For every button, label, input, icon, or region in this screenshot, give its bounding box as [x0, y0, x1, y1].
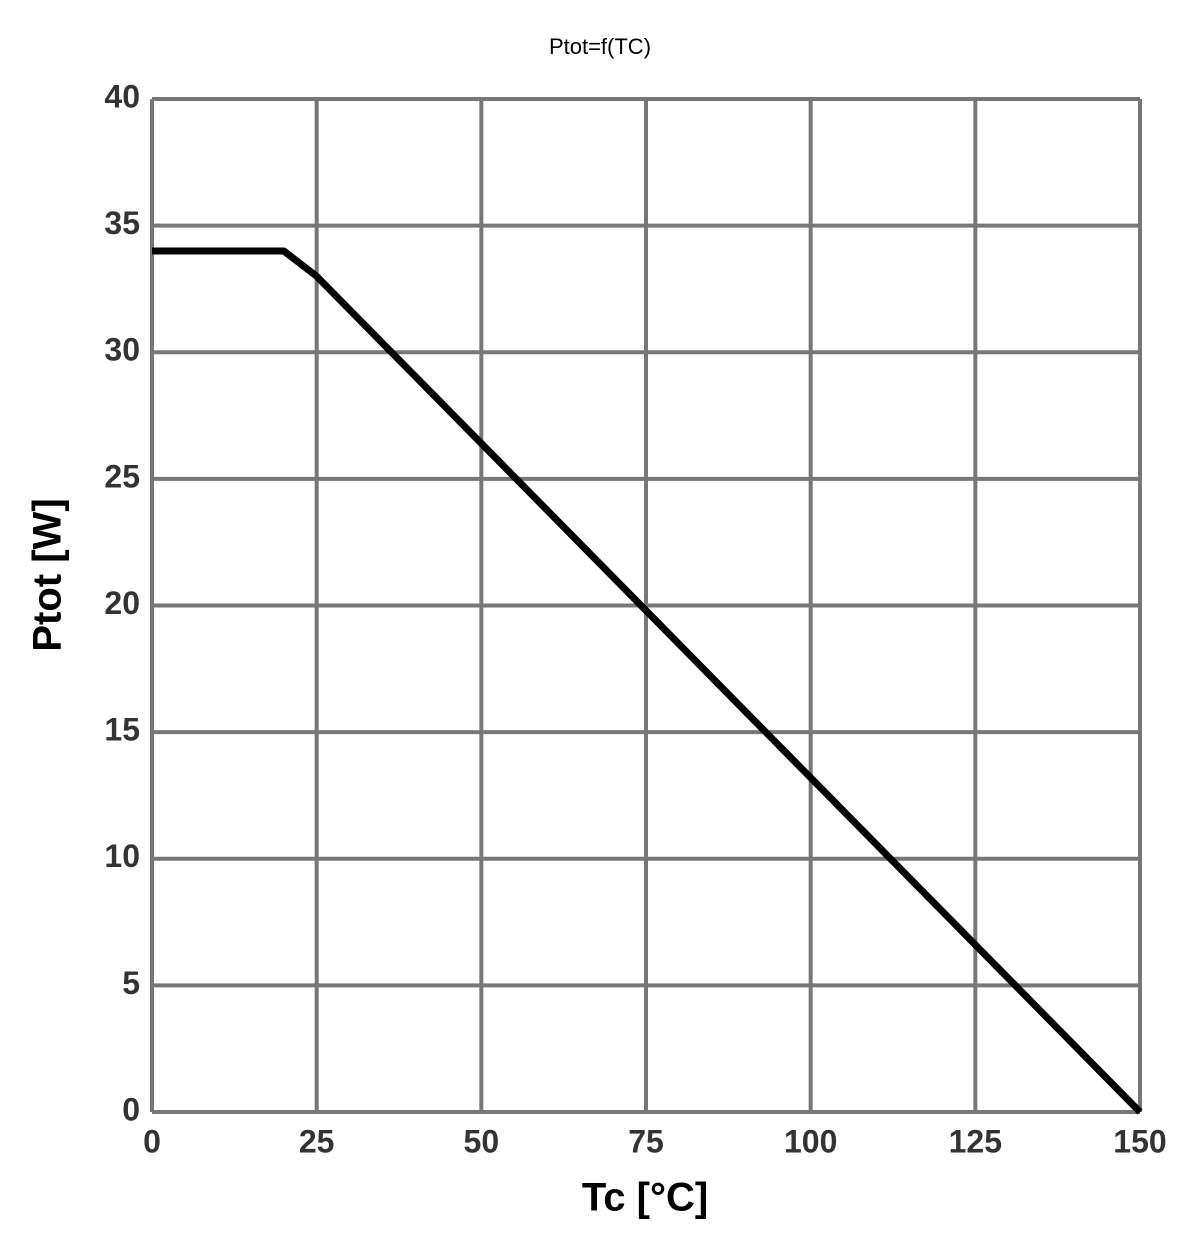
- y-tick-label: 5: [122, 965, 140, 1001]
- x-axis-label: Tc [°C]: [582, 1176, 708, 1220]
- data-line: [152, 247, 1143, 1115]
- x-tick-label: 50: [464, 1123, 500, 1159]
- y-axis-label: Ptot [W]: [26, 498, 70, 651]
- x-tick-label: 25: [299, 1123, 335, 1159]
- y-tick-label: 25: [104, 458, 140, 494]
- y-tick-label: 20: [104, 585, 140, 621]
- y-tick-label: 30: [104, 332, 140, 368]
- x-tick-label: 75: [628, 1123, 664, 1159]
- y-tick-label: 15: [104, 712, 140, 748]
- y-tick-label: 40: [104, 78, 140, 114]
- x-tick-label: 125: [949, 1123, 1002, 1159]
- x-tick-label: 150: [1113, 1123, 1166, 1159]
- y-tick-label: 10: [104, 838, 140, 874]
- x-tick-label: 100: [784, 1123, 837, 1159]
- chart-title: Ptot=f(TC): [549, 34, 651, 59]
- y-tick-label: 0: [122, 1091, 140, 1127]
- x-tick-label: 0: [143, 1123, 161, 1159]
- y-tick-label: 35: [104, 205, 140, 241]
